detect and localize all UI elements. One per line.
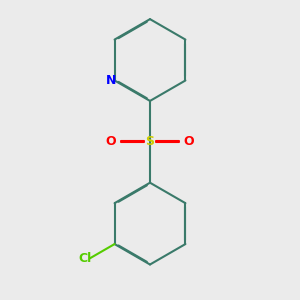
Text: S: S [146, 135, 154, 148]
Text: O: O [184, 135, 194, 148]
Text: N: N [106, 74, 116, 87]
Text: O: O [106, 135, 116, 148]
Text: Cl: Cl [78, 252, 92, 265]
